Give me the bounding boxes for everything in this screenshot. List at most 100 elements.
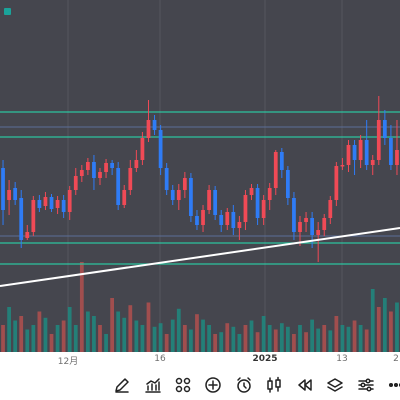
volume-bar xyxy=(116,311,121,352)
horizontal-levels[interactable] xyxy=(0,111,400,265)
candle-body xyxy=(201,210,205,225)
candle-body xyxy=(310,218,314,235)
candle-body xyxy=(255,188,260,218)
candle-body xyxy=(279,152,284,170)
candle-body xyxy=(134,160,139,168)
candle-body xyxy=(328,200,333,218)
volume-bar xyxy=(195,314,199,352)
candle-body xyxy=(152,120,157,130)
volume-bar xyxy=(73,325,78,352)
volume-bar xyxy=(170,319,175,352)
x-tick-label: 16 xyxy=(154,354,166,364)
candle-body xyxy=(164,168,169,190)
volume-bar xyxy=(358,325,363,352)
candle-body xyxy=(298,222,302,232)
volume-bar xyxy=(98,325,102,352)
candle-body xyxy=(195,216,199,225)
volume-bar xyxy=(122,317,127,352)
candle-body xyxy=(243,195,248,222)
volume-bar xyxy=(370,289,375,352)
volume-bar xyxy=(376,307,381,352)
candle-body xyxy=(340,165,345,167)
volume-bar xyxy=(243,325,248,352)
volume-bar xyxy=(364,329,369,352)
candle-body xyxy=(104,163,108,172)
candle-body xyxy=(37,200,42,208)
volume-bar xyxy=(19,316,24,352)
volume-bar xyxy=(13,320,18,352)
trend-line[interactable] xyxy=(0,227,400,287)
add-icon[interactable] xyxy=(202,374,224,396)
candle-body xyxy=(207,190,211,210)
candle-body xyxy=(19,198,24,240)
volume-bar xyxy=(61,320,66,352)
volume-bar xyxy=(25,329,30,352)
volume-bar xyxy=(1,325,5,352)
price-chart[interactable] xyxy=(0,0,400,352)
candle-body xyxy=(352,145,357,160)
volume-bar xyxy=(298,325,302,352)
volume-bar xyxy=(92,316,96,352)
rewind-icon[interactable] xyxy=(294,374,316,396)
volume-bar xyxy=(219,332,224,352)
candle-body xyxy=(170,190,175,200)
volume-bar xyxy=(237,334,242,352)
candle-body xyxy=(286,170,290,198)
candle-body xyxy=(73,176,78,190)
candle-body xyxy=(146,120,151,138)
corner-indicator xyxy=(4,8,11,15)
volume-bar xyxy=(249,320,254,352)
candle-body xyxy=(158,130,163,168)
pencil-icon[interactable] xyxy=(111,374,133,396)
x-tick-label: 2 xyxy=(393,354,399,364)
volume-bars xyxy=(1,262,399,352)
candlestick-icon[interactable] xyxy=(263,374,285,396)
x-tick-label: 2025 xyxy=(252,354,278,364)
volume-bar xyxy=(164,334,169,352)
volume-bar xyxy=(261,316,266,352)
trend-line[interactable] xyxy=(0,227,400,287)
candle-body xyxy=(249,188,254,195)
alarm-clock-icon[interactable] xyxy=(233,374,255,396)
grid-lines xyxy=(67,0,343,352)
candle-body xyxy=(98,172,102,178)
volume-bar xyxy=(316,328,321,352)
chart-panel[interactable] xyxy=(0,0,400,352)
candle-body xyxy=(116,168,121,205)
candle-body xyxy=(67,190,72,212)
bottom-toolbar xyxy=(0,369,400,400)
volume-bar xyxy=(286,326,290,352)
candle-body xyxy=(389,138,393,165)
candle-body xyxy=(304,218,308,222)
more-icon[interactable] xyxy=(385,374,400,396)
volume-bar xyxy=(104,334,108,352)
volume-bar xyxy=(382,298,387,352)
settings-sliders-icon[interactable] xyxy=(355,374,377,396)
volume-bar xyxy=(310,319,314,352)
volume-bar xyxy=(158,323,163,352)
candle-body xyxy=(231,212,236,228)
candle-body xyxy=(140,138,145,160)
volume-bar xyxy=(7,307,11,352)
candle-body xyxy=(128,168,133,190)
volume-bar xyxy=(201,319,205,352)
volume-bar xyxy=(86,311,90,352)
candle-body xyxy=(395,150,399,165)
volume-bar xyxy=(49,334,54,352)
candle-body xyxy=(322,218,327,230)
indicator-chart-icon[interactable] xyxy=(142,374,164,396)
volume-bar xyxy=(110,298,114,352)
volume-bar xyxy=(134,320,139,352)
grid-icon[interactable] xyxy=(172,374,194,396)
candle-body xyxy=(61,200,66,212)
candle-body xyxy=(176,190,181,200)
candle-body xyxy=(382,120,387,138)
volume-bar xyxy=(43,317,48,352)
layers-icon[interactable] xyxy=(324,374,346,396)
candle-body xyxy=(43,197,48,206)
candle-body xyxy=(316,230,321,235)
volume-bar xyxy=(273,329,278,352)
volume-bar xyxy=(213,334,218,352)
volume-bar xyxy=(322,325,327,352)
volume-bar xyxy=(152,326,157,352)
